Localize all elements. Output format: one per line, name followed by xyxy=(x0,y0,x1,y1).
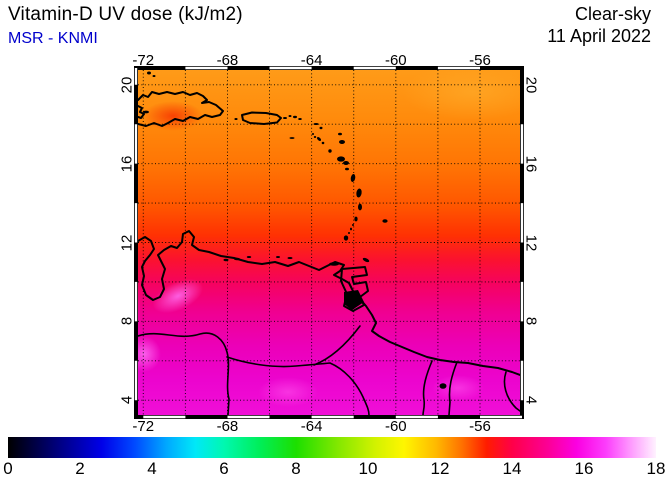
colorbar-tick-label: 6 xyxy=(219,459,229,478)
field-hotspot-far-west xyxy=(138,336,161,372)
lon-tick-top: -64 xyxy=(300,52,323,69)
lon-tick-top: -60 xyxy=(384,52,407,69)
coastline-haiti-gulf xyxy=(138,105,145,119)
colorbar xyxy=(8,437,656,458)
colorbar-tick-label: 18 xyxy=(646,459,665,478)
lon-tick-bottom: -60 xyxy=(384,418,407,435)
field-hotspot-guianas xyxy=(432,375,484,401)
lon-tick-bottom: -68 xyxy=(216,418,239,435)
lon-tick-bottom: -72 xyxy=(132,418,155,435)
colorbar-tick-label: 14 xyxy=(502,459,522,478)
lat-tick-right: 12 xyxy=(522,234,540,251)
colorbar-tick-label: 10 xyxy=(358,459,378,478)
lat-tick-right: 20 xyxy=(522,76,540,94)
lat-tick-left: 16 xyxy=(118,155,136,172)
lat-tick-left: 8 xyxy=(118,317,136,326)
colorbar-tick-label: 16 xyxy=(574,459,594,478)
colorbar-tick-label: 4 xyxy=(147,459,157,478)
map-plot xyxy=(134,66,524,419)
lat-tick-left: 12 xyxy=(118,234,136,251)
lon-tick-bottom: -64 xyxy=(300,418,323,435)
colorbar-tick-label: 0 xyxy=(3,459,13,478)
lat-tick-right: 16 xyxy=(522,155,540,172)
lat-tick-right: 4 xyxy=(522,396,540,405)
river-orinoco-delta-branch xyxy=(313,325,361,366)
river-essequibo xyxy=(422,360,433,415)
field-hotspot-south-center xyxy=(258,377,318,407)
lat-tick-right: 8 xyxy=(522,317,540,326)
lon-tick-top: -68 xyxy=(216,52,239,69)
lat-tick-left: 20 xyxy=(118,76,136,94)
small-islands xyxy=(143,71,447,389)
colorbar-tick-label: 12 xyxy=(430,459,450,478)
page-title: Vitamin-D UV dose (kJ/m2) xyxy=(8,4,243,25)
lon-tick-bottom: -56 xyxy=(469,418,491,435)
coastline-hispaniola xyxy=(138,91,224,127)
grid-lines xyxy=(138,70,520,415)
sky-condition-label: Clear-sky xyxy=(574,4,651,24)
lat-tick-left: 4 xyxy=(118,396,136,405)
map-frame xyxy=(134,66,524,419)
river-west-venezuela xyxy=(138,332,230,415)
river-orinoco xyxy=(226,356,370,415)
lon-tick-top: -56 xyxy=(469,52,491,69)
product-label: MSR - KNMI xyxy=(8,30,98,47)
lon-tick-top: -72 xyxy=(132,52,155,69)
date-label: 11 April 2022 xyxy=(547,26,651,46)
field-hotspot-nw-venezuela xyxy=(152,278,204,314)
coastline-puerto-rico xyxy=(241,111,282,125)
colorbar-tick-label: 8 xyxy=(291,459,301,478)
colorbar-tick-label: 2 xyxy=(75,459,85,478)
field-bright-northeast xyxy=(403,70,520,120)
coastline-south-america xyxy=(138,230,520,376)
field-hotspot-hispaniola xyxy=(143,101,203,131)
river-suriname xyxy=(503,371,520,412)
river-courantyne xyxy=(448,361,458,415)
